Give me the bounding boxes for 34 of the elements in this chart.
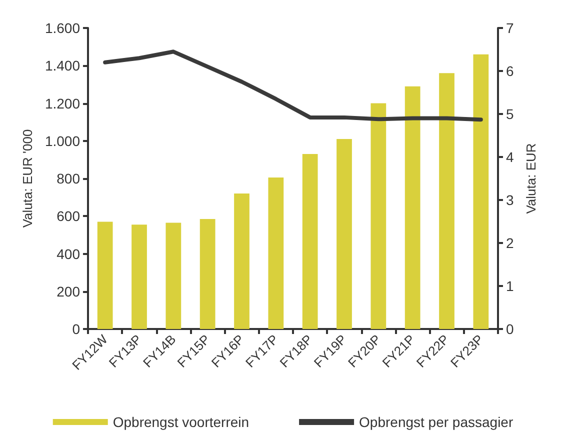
- y2-tick-label: 1: [506, 278, 514, 294]
- y-tick-label: 600: [56, 208, 80, 224]
- y-tick-label: 1.000: [44, 132, 80, 149]
- legend-label: Opbrengst voorterrein: [112, 414, 250, 430]
- y2-tick-label: 7: [506, 20, 514, 36]
- bar: [268, 178, 284, 329]
- bar: [234, 194, 250, 329]
- y2-tick-label: 0: [506, 321, 514, 337]
- y2-tick-label: 4: [506, 149, 514, 165]
- y-tick-label: 1.600: [44, 20, 80, 36]
- bar: [132, 224, 147, 329]
- bar: [166, 222, 182, 329]
- bar: [200, 218, 216, 329]
- bar: [473, 54, 489, 329]
- y-axis-title: Valuta: EUR '000: [20, 129, 36, 228]
- line-series: [103, 50, 483, 122]
- y2-tick-label: 3: [506, 192, 514, 208]
- y2-tick-label: 2: [506, 235, 514, 251]
- bar: [439, 73, 454, 329]
- legend-label: Opbrengst per passagier: [359, 414, 514, 430]
- bar: [404, 86, 420, 329]
- bar: [302, 154, 318, 329]
- bar: [336, 138, 352, 329]
- y2-tick-label: 5: [506, 106, 514, 122]
- y-tick-label: 1.400: [44, 58, 80, 74]
- y-tick-label: 0: [72, 321, 80, 337]
- y2-tick-label: 6: [506, 63, 514, 79]
- y-tick-label: 800: [56, 170, 80, 186]
- y-tick-label: 1.200: [44, 95, 80, 112]
- bar: [97, 222, 113, 329]
- y-tick-label: 200: [56, 283, 80, 300]
- y2-axis-title: Valuta: EUR: [524, 143, 539, 214]
- bar: [370, 103, 386, 329]
- y-tick-label: 400: [56, 246, 80, 262]
